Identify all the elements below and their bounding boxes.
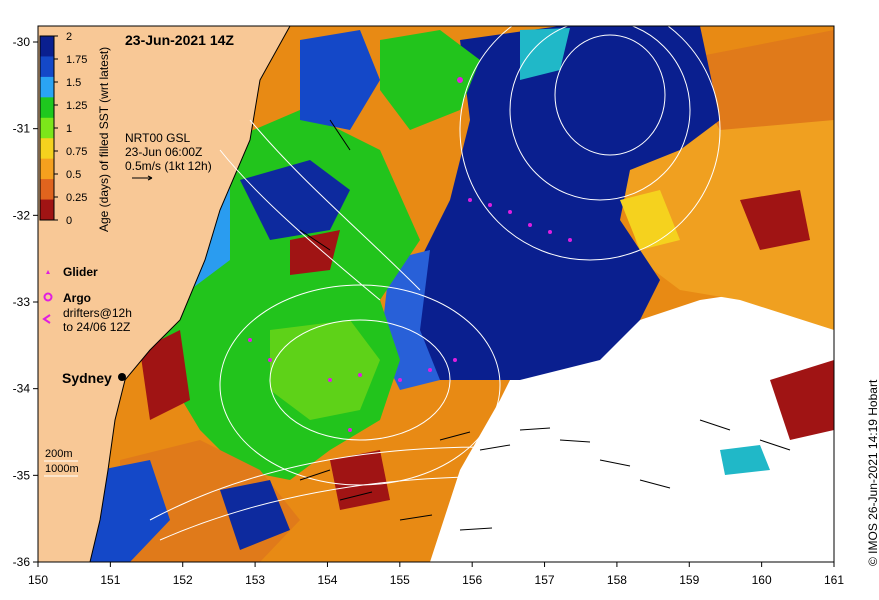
sydney-marker bbox=[118, 373, 126, 381]
colorbar: 2 1.75 1.5 1.25 1 0.75 0.5 0.25 0 bbox=[39, 31, 87, 227]
x-tick-label: 161 bbox=[824, 573, 844, 587]
colorbar-tick-label: 1.75 bbox=[66, 54, 87, 66]
plot-frame bbox=[37, 25, 835, 563]
x-tick-label: 157 bbox=[535, 573, 555, 587]
y-tick-label: -35 bbox=[13, 468, 31, 482]
depth-200m-label: 200m bbox=[45, 448, 73, 460]
colorbar-tick-label: 1.5 bbox=[66, 77, 81, 89]
colorbar-segment bbox=[40, 97, 54, 119]
x-tick-label: 151 bbox=[100, 573, 120, 587]
gsl-line-3: 0.5m/s (1kt 12h) bbox=[125, 159, 212, 173]
x-tick-label: 152 bbox=[173, 573, 193, 587]
drifter-marker bbox=[42, 314, 51, 324]
map-title: 23-Jun-2021 14Z bbox=[125, 32, 234, 48]
colorbar-tick-label: 0.5 bbox=[66, 169, 81, 181]
x-tick-label: 153 bbox=[245, 573, 265, 587]
gsl-line-2: 23-Jun 06:00Z bbox=[125, 145, 203, 159]
colorbar-segment bbox=[40, 36, 54, 57]
x-tick-label: 155 bbox=[390, 573, 410, 587]
y-tick-label: -33 bbox=[13, 295, 31, 309]
eddy-core bbox=[400, 26, 720, 380]
colorbar-label: Age (days) of filled SST (wrt latest) bbox=[97, 46, 111, 232]
no-data-region bbox=[430, 280, 834, 562]
colorbar-segment bbox=[40, 76, 54, 98]
x-tick-label: 154 bbox=[317, 573, 337, 587]
x-tick-label: 160 bbox=[752, 573, 772, 587]
gsl-line-1: NRT00 GSL bbox=[125, 131, 191, 145]
legend-drifters-line-2: to 24/06 12Z bbox=[63, 320, 131, 334]
legend-argo-label: Argo bbox=[63, 291, 91, 305]
glider-marker bbox=[46, 270, 50, 274]
depth-1000m-label: 1000m bbox=[45, 463, 79, 475]
colorbar-tick-label: 0.25 bbox=[66, 192, 87, 204]
y-tick-label: -31 bbox=[13, 122, 31, 136]
colorbar-segment bbox=[40, 138, 54, 160]
colorbar-tick-label: 0 bbox=[66, 215, 72, 227]
colorbar-tick-label: 2 bbox=[66, 31, 72, 43]
gsl-info: NRT00 GSL 23-Jun 06:00Z 0.5m/s (1kt 12h) bbox=[125, 131, 212, 173]
colorbar-segment bbox=[40, 117, 54, 139]
sydney-label: Sydney bbox=[62, 370, 112, 386]
y-tick-label: -32 bbox=[13, 208, 31, 222]
colorbar-segment bbox=[40, 199, 54, 221]
x-tick-label: 150 bbox=[28, 573, 48, 587]
y-tick-label: -30 bbox=[13, 35, 31, 49]
argo-marker bbox=[43, 292, 53, 302]
colorbar-segment bbox=[40, 158, 54, 180]
legend-drifters-line-1: drifters@12h bbox=[63, 306, 132, 320]
x-tick-label: 158 bbox=[607, 573, 627, 587]
y-tick-label: -36 bbox=[13, 555, 31, 569]
coastline bbox=[89, 26, 291, 562]
x-tick-label: 156 bbox=[462, 573, 482, 587]
legend-glider-label: Glider bbox=[63, 265, 98, 279]
legend-drifters-label: drifters@12h to 24/06 12Z bbox=[63, 306, 132, 334]
colorbar-tick-label: 1 bbox=[66, 123, 72, 135]
colorbar-segment bbox=[40, 179, 54, 201]
credit-text: © IMOS 26-Jun-2021 14:19 Hobart bbox=[866, 379, 879, 566]
colorbar-tick-label: 0.75 bbox=[66, 146, 87, 158]
x-tick-label: 159 bbox=[679, 573, 699, 587]
colorbar-segment bbox=[40, 56, 54, 78]
y-tick-label: -34 bbox=[13, 382, 31, 396]
colorbar-tick-label: 1.25 bbox=[66, 100, 87, 112]
land bbox=[38, 26, 290, 562]
